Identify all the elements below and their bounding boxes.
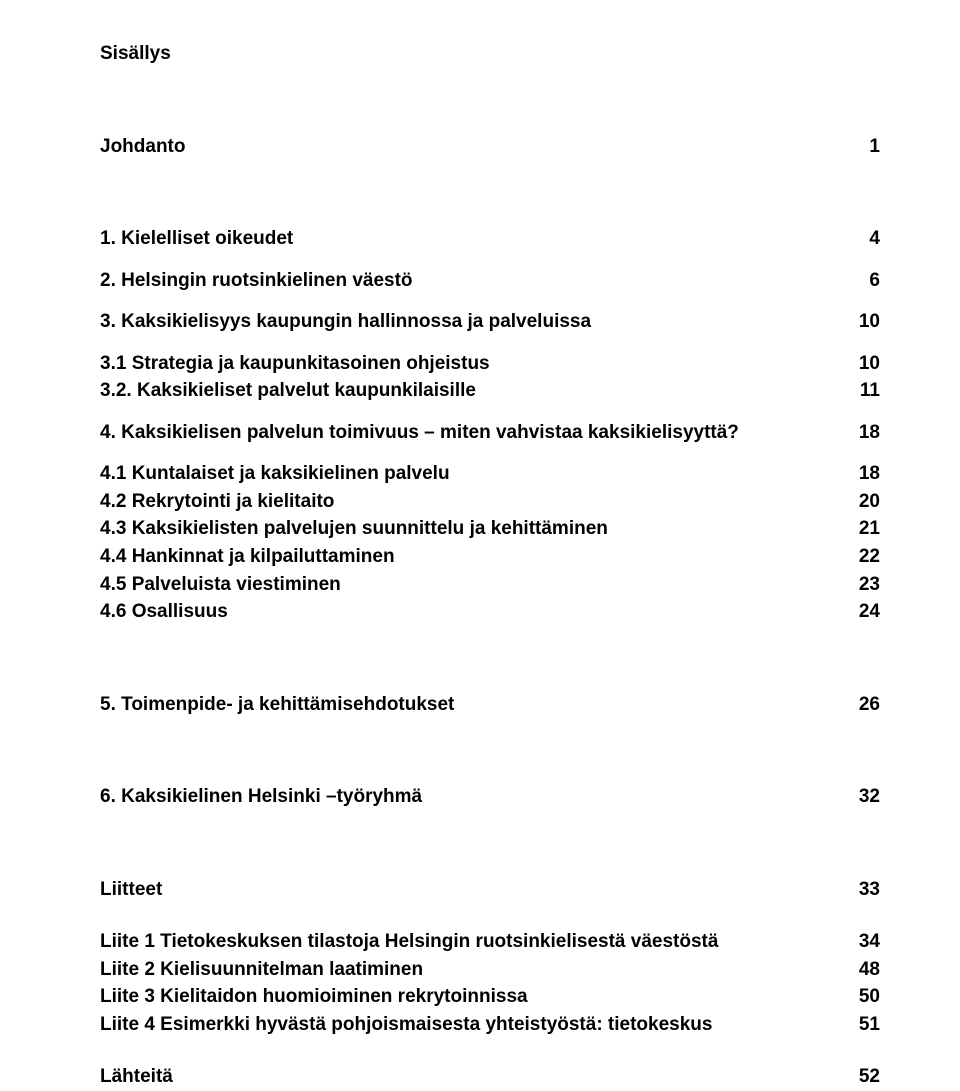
toc-label: 1. Kielelliset oikeudet xyxy=(100,225,820,253)
toc-label: Liite 1 Tietokeskuksen tilastoja Helsing… xyxy=(100,928,820,956)
toc-page-number: 52 xyxy=(820,1063,880,1091)
toc-entry: 1. Kielelliset oikeudet 4 xyxy=(100,225,880,253)
toc-label: 4.5 Palveluista viestiminen xyxy=(100,571,820,599)
toc-label: 4.1 Kuntalaiset ja kaksikielinen palvelu xyxy=(100,460,820,488)
toc-page-number: 10 xyxy=(820,308,880,336)
spacer xyxy=(100,811,880,876)
spacer xyxy=(100,336,880,350)
toc-label: 4.6 Osallisuus xyxy=(100,598,820,626)
toc-entry: Johdanto 1 xyxy=(100,133,880,161)
toc-label: Johdanto xyxy=(100,133,820,161)
toc-entry: Lähteitä 52 xyxy=(100,1063,880,1091)
toc-label: Liite 3 Kielitaidon huomioiminen rekryto… xyxy=(100,983,820,1011)
toc-label: 4.3 Kaksikielisten palvelujen suunnittel… xyxy=(100,515,820,543)
toc-page-number: 22 xyxy=(820,543,880,571)
toc-page-number: 18 xyxy=(820,419,880,447)
toc-entry: Liite 2 Kielisuunnitelman laatiminen 48 xyxy=(100,956,880,984)
toc-page-number: 48 xyxy=(820,956,880,984)
spacer xyxy=(100,294,880,308)
spacer xyxy=(100,446,880,460)
toc-page-number: 10 xyxy=(820,350,880,378)
toc-entry: 2. Helsingin ruotsinkielinen väestö 6 xyxy=(100,267,880,295)
spacer xyxy=(100,718,880,783)
toc-entry: 4.4 Hankinnat ja kilpailuttaminen 22 xyxy=(100,543,880,571)
spacer xyxy=(100,405,880,419)
toc-entry: 5. Toimenpide- ja kehittämisehdotukset 2… xyxy=(100,691,880,719)
toc-entry: 3.2. Kaksikieliset palvelut kaupunkilais… xyxy=(100,377,880,405)
toc-label: Liitteet xyxy=(100,876,820,904)
toc-label: 3.2. Kaksikieliset palvelut kaupunkilais… xyxy=(100,377,820,405)
toc-page-number: 51 xyxy=(820,1011,880,1039)
toc-entry: 4.5 Palveluista viestiminen 23 xyxy=(100,571,880,599)
toc-page-number: 33 xyxy=(820,876,880,904)
toc-label: 2. Helsingin ruotsinkielinen väestö xyxy=(100,267,820,295)
toc-label: 3.1 Strategia ja kaupunkitasoinen ohjeis… xyxy=(100,350,820,378)
toc-label: Liite 4 Esimerkki hyvästä pohjoismaisest… xyxy=(100,1011,820,1039)
toc-label: 4. Kaksikielisen palvelun toimivuus – mi… xyxy=(100,419,820,447)
toc-entry: Liite 3 Kielitaidon huomioiminen rekryto… xyxy=(100,983,880,1011)
spacer xyxy=(100,253,880,267)
toc-page-number: 4 xyxy=(820,225,880,253)
toc-container: Johdanto 1 1. Kielelliset oikeudet 4 2. … xyxy=(100,68,880,1091)
toc-label: Lähteitä xyxy=(100,1063,820,1091)
toc-label: 4.4 Hankinnat ja kilpailuttaminen xyxy=(100,543,820,571)
page-title: Sisällys xyxy=(100,40,880,68)
toc-label: 6. Kaksikielinen Helsinki –työryhmä xyxy=(100,783,820,811)
toc-entry: 3.1 Strategia ja kaupunkitasoinen ohjeis… xyxy=(100,350,880,378)
spacer xyxy=(100,626,880,691)
toc-page-number: 6 xyxy=(820,267,880,295)
toc-page-number: 21 xyxy=(820,515,880,543)
spacer xyxy=(100,160,880,225)
toc-entry: 3. Kaksikielisyys kaupungin hallinnossa … xyxy=(100,308,880,336)
toc-entry: Liitteet 33 xyxy=(100,876,880,904)
toc-entry: 4.3 Kaksikielisten palvelujen suunnittel… xyxy=(100,515,880,543)
toc-label: 4.2 Rekrytointi ja kielitaito xyxy=(100,488,820,516)
toc-entry: 4.1 Kuntalaiset ja kaksikielinen palvelu… xyxy=(100,460,880,488)
toc-entry: 4. Kaksikielisen palvelun toimivuus – mi… xyxy=(100,419,880,447)
spacer xyxy=(100,903,880,928)
toc-label: 3. Kaksikielisyys kaupungin hallinnossa … xyxy=(100,308,820,336)
toc-page-number: 26 xyxy=(820,691,880,719)
toc-entry: Liite 1 Tietokeskuksen tilastoja Helsing… xyxy=(100,928,880,956)
toc-page-number: 32 xyxy=(820,783,880,811)
document-page: Sisällys Johdanto 1 1. Kielelliset oikeu… xyxy=(0,0,960,1078)
toc-page-number: 50 xyxy=(820,983,880,1011)
toc-label: Liite 2 Kielisuunnitelman laatiminen xyxy=(100,956,820,984)
toc-entry: 4.2 Rekrytointi ja kielitaito 20 xyxy=(100,488,880,516)
page-title-row: Sisällys xyxy=(100,40,880,68)
toc-entry: Liite 4 Esimerkki hyvästä pohjoismaisest… xyxy=(100,1011,880,1039)
toc-page-number: 23 xyxy=(820,571,880,599)
toc-page-number: 34 xyxy=(820,928,880,956)
toc-page-number: 24 xyxy=(820,598,880,626)
toc-label: 5. Toimenpide- ja kehittämisehdotukset xyxy=(100,691,820,719)
toc-page-number: 11 xyxy=(820,377,880,405)
spacer xyxy=(100,1038,880,1063)
toc-page-number: 20 xyxy=(820,488,880,516)
toc-page-number: 18 xyxy=(820,460,880,488)
spacer xyxy=(100,68,880,133)
toc-entry: 6. Kaksikielinen Helsinki –työryhmä 32 xyxy=(100,783,880,811)
toc-page-number: 1 xyxy=(820,133,880,161)
toc-entry: 4.6 Osallisuus 24 xyxy=(100,598,880,626)
